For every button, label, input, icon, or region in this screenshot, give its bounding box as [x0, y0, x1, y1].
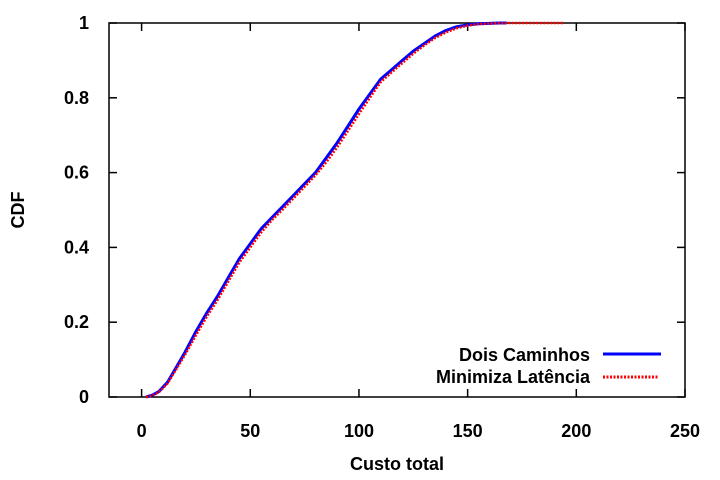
axis-ticks: 0 50 100 150 200 250 0 0.2 0.4 0.6 0.8 1 [64, 13, 700, 441]
x-tick-label: 250 [670, 421, 700, 441]
x-tick-label: 150 [453, 421, 483, 441]
series-line-dois-caminhos [145, 21, 507, 399]
series-lines [145, 21, 564, 399]
y-tick-label: 0 [79, 387, 89, 407]
x-tick-label: 100 [344, 421, 374, 441]
y-tick-label: 0.4 [64, 237, 89, 257]
y-tick-label: 0.6 [64, 163, 89, 183]
legend-label-minimiza-latencia: Minimiza Latência [436, 367, 591, 387]
x-axis-title: Custo total [350, 454, 444, 474]
legend-label-dois-caminhos: Dois Caminhos [459, 345, 590, 365]
plot-area-frame [108, 22, 686, 398]
y-tick-label: 0.2 [64, 312, 89, 332]
y-tick-label: 0.8 [64, 88, 89, 108]
x-tick-label: 200 [561, 421, 591, 441]
legend: Dois Caminhos Minimiza Latência [436, 345, 661, 387]
series-line-minimiza-latencia [145, 21, 564, 399]
y-axis-title: CDF [8, 192, 28, 229]
x-tick-label: 50 [240, 421, 260, 441]
x-tick-label: 0 [137, 421, 147, 441]
y-tick-label: 1 [79, 13, 89, 33]
